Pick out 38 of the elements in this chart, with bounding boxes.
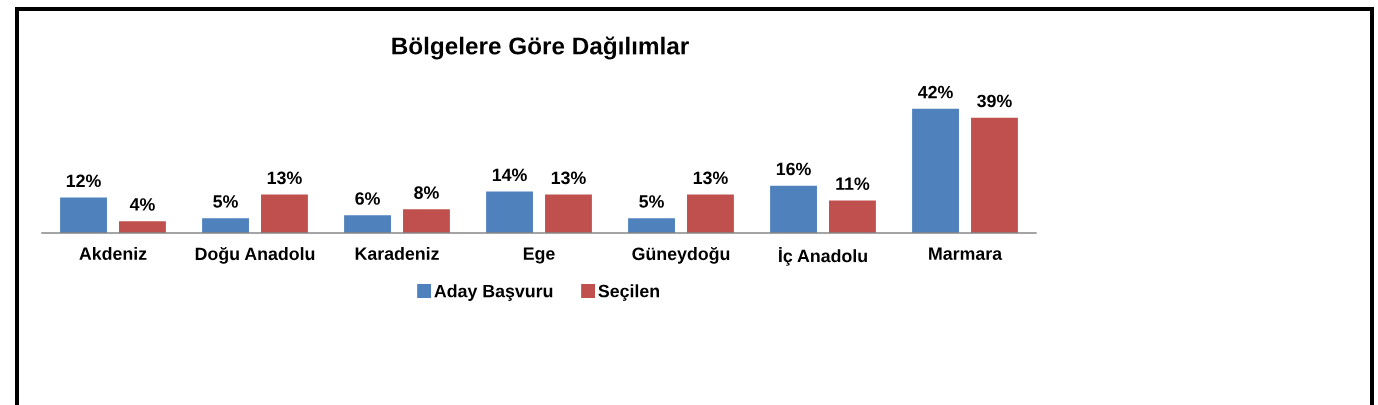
data-label: 39%: [977, 94, 1012, 108]
bar: [971, 117, 1018, 233]
bar: [261, 194, 308, 233]
data-label: 16%: [776, 162, 811, 176]
data-label: 5%: [639, 195, 664, 208]
data-label: 14%: [492, 168, 527, 182]
bar: [119, 221, 166, 233]
bar: [628, 218, 675, 233]
data-label: 6%: [355, 192, 380, 205]
bar: [202, 218, 249, 233]
bar: [545, 194, 592, 233]
data-label: 5%: [213, 195, 238, 208]
x-tick-label: İç Anadolu: [779, 246, 867, 266]
x-tick-label: Marmara: [929, 247, 1003, 260]
bar: [770, 185, 817, 233]
x-tick-label: Doğu Anadolu: [195, 246, 315, 264]
bar: [687, 194, 734, 233]
data-label: 8%: [414, 186, 439, 199]
legend-label: Aday Başvuru: [434, 284, 553, 301]
bar: [486, 191, 533, 233]
data-label: 11%: [836, 177, 870, 190]
x-tick-label: Akdeniz: [79, 246, 147, 260]
data-label: 13%: [551, 171, 586, 185]
data-label: 13%: [693, 171, 728, 185]
chart-title: Bölgelere Göre Dağılımlar: [392, 36, 689, 60]
bar: [912, 108, 959, 233]
bar: [344, 215, 391, 233]
bar: [60, 197, 107, 233]
bar: [829, 200, 876, 233]
x-tick-label: Güneydoğu: [632, 246, 730, 264]
legend-label: Seçilen: [598, 284, 660, 301]
bar: [403, 209, 450, 233]
data-label: 42%: [918, 85, 953, 99]
data-label: 13%: [267, 171, 302, 185]
x-tick-label: Ege: [523, 247, 555, 264]
data-label: 12%: [66, 174, 101, 188]
x-tick-label: Karadeniz: [355, 246, 439, 260]
data-label: 4%: [129, 198, 155, 211]
